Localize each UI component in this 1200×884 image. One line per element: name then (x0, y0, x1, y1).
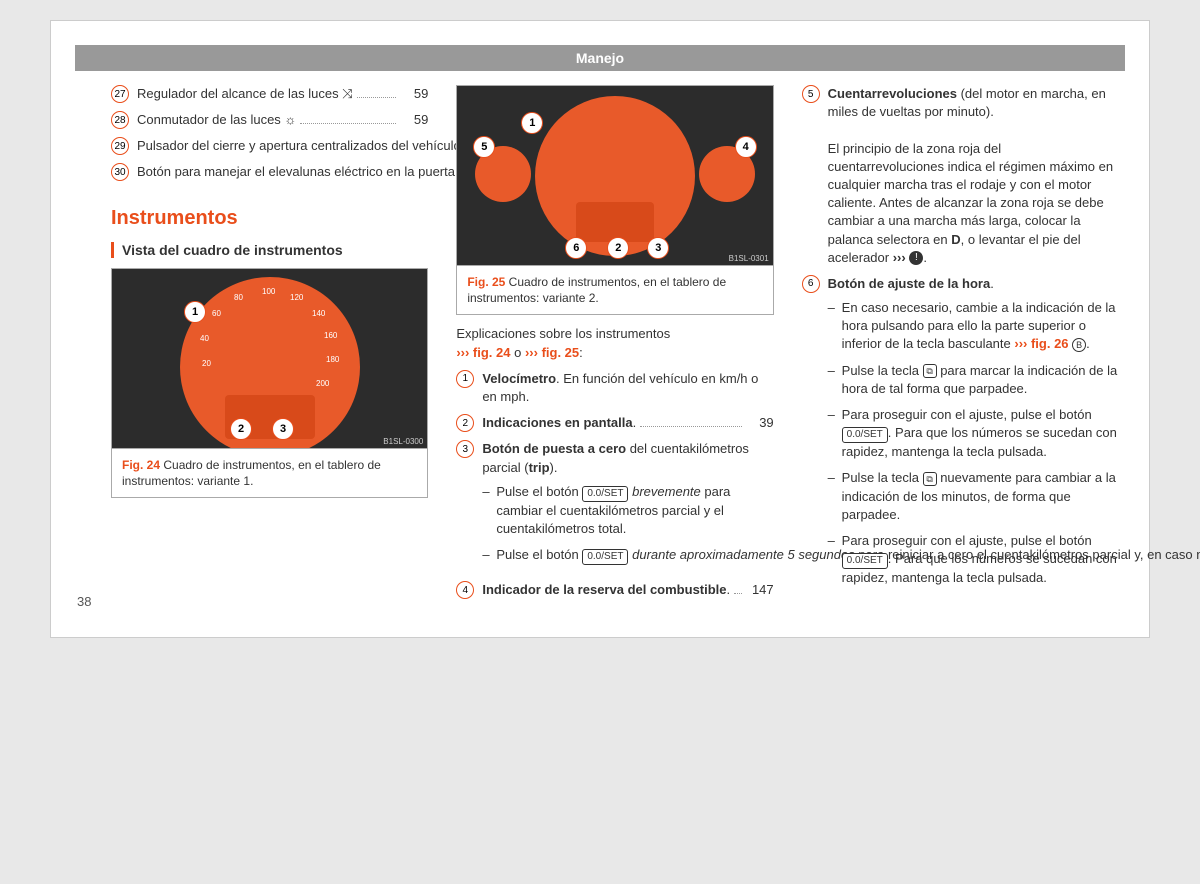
list-item: 1 Velocímetro. En función del vehículo en… (456, 370, 773, 406)
item-body: Cuentarrevoluciones (del motor en marcha… (828, 85, 1119, 267)
display-panel (576, 202, 654, 242)
item-body: Velocímetro. En función del vehículo en … (482, 370, 773, 406)
callout-2: 2 (607, 237, 629, 259)
sub-item: Pulse el botón 0.0/SET brevemente para c… (482, 483, 773, 538)
image-code: B1SL-0300 (383, 437, 423, 446)
callout-1: 1 (521, 112, 543, 134)
callout-2: 2 (230, 418, 252, 440)
item-num: 3 (456, 440, 474, 458)
column-1: 27 Regulador del alcance de las luces ⤨ … (111, 85, 428, 607)
list-item: 2 Indicaciones en pantalla.39 (456, 414, 773, 432)
figure-25: 1 2 3 4 5 6 B1SL-0301 Fig. 25 Cuadro de … (456, 85, 773, 315)
section-title: Instrumentos (111, 207, 428, 230)
list-item: 5 Cuentarrevoluciones (del motor en march… (802, 85, 1119, 267)
item-num: 4 (456, 581, 474, 599)
toc-item: 27 Regulador del alcance de las luces ⤨ … (111, 85, 428, 103)
item-num: 1 (456, 370, 474, 388)
sub-list: Pulse el botón 0.0/SET brevemente para c… (482, 483, 773, 565)
sub-list: En caso necesario, cambie a la indicació… (828, 299, 1119, 587)
column-2: 1 2 3 4 5 6 B1SL-0301 Fig. 25 Cuadro de … (456, 85, 773, 607)
page-number: 38 (77, 594, 91, 609)
figure-24: 1 2 3 20 40 60 80 100 120 140 160 180 20… (111, 268, 428, 498)
speedometer-gauge (535, 96, 695, 256)
callout-1: 1 (184, 301, 206, 323)
list-item: 4 Indicador de la reserva del combustible… (456, 581, 773, 599)
sub-item: Pulse la tecla ⧉ nuevamente para cambiar… (828, 469, 1119, 524)
toc-text: Pulsador del cierre y apertura centraliz… (137, 137, 428, 155)
sub-item: Para proseguir con el ajuste, pulse el b… (828, 406, 1119, 461)
toc-num: 30 (111, 163, 129, 181)
item-body: Botón de ajuste de la hora.En caso neces… (828, 275, 1119, 595)
page: Manejo 27 Regulador del alcance de las l… (50, 20, 1150, 638)
callout-3: 3 (647, 237, 669, 259)
sub-heading: Vista del cuadro de instrumentos (111, 242, 428, 258)
toc-item: 29 Pulsador del cierre y apertura centra… (111, 137, 428, 155)
toc-text: Conmutador de las luces ☼ 59 (137, 111, 428, 129)
list-item: 3 Botón de puesta a cero del cuentakilóme… (456, 440, 773, 573)
image-code: B1SL-0301 (729, 254, 769, 263)
sub-item: Pulse la tecla ⧉ para marcar la indicaci… (828, 362, 1119, 398)
item-num: 6 (802, 275, 820, 293)
numbered-list-col2: 1 Velocímetro. En función del vehículo en… (456, 370, 773, 600)
toc-text: Botón para manejar el elevalunas eléctri… (137, 163, 428, 181)
page-header: Manejo (75, 45, 1125, 71)
sub-item: Para proseguir con el ajuste, pulse el b… (828, 532, 1119, 587)
item-num: 5 (802, 85, 820, 103)
toc-num: 27 (111, 85, 129, 103)
callout-4: 4 (735, 136, 757, 158)
intro-text: Explicaciones sobre los instrumentos ›››… (456, 325, 773, 361)
sub-item: En caso necesario, cambie a la indicació… (828, 299, 1119, 354)
toc-list: 27 Regulador del alcance de las luces ⤨ … (111, 85, 428, 181)
numbered-list-col3: 5 Cuentarrevoluciones (del motor en march… (802, 85, 1119, 595)
figure-25-caption: Fig. 25 Cuadro de instrumentos, en el ta… (457, 266, 772, 314)
toc-num: 29 (111, 137, 129, 155)
figure-24-image: 1 2 3 20 40 60 80 100 120 140 160 180 20… (112, 269, 427, 449)
item-num: 2 (456, 414, 474, 432)
figure-25-image: 1 2 3 4 5 6 B1SL-0301 (457, 86, 772, 266)
item-body: Indicador de la reserva del combustible.… (482, 581, 773, 599)
toc-item: 28 Conmutador de las luces ☼ 59 (111, 111, 428, 129)
list-item: 6 Botón de ajuste de la hora.En caso nece… (802, 275, 1119, 595)
sub-item: Pulse el botón 0.0/SET durante aproximad… (482, 546, 773, 565)
toc-item: 30 Botón para manejar el elevalunas eléc… (111, 163, 428, 181)
columns: 27 Regulador del alcance de las luces ⤨ … (51, 71, 1149, 637)
item-body: Indicaciones en pantalla.39 (482, 414, 773, 432)
callout-6: 6 (565, 237, 587, 259)
callout-3: 3 (272, 418, 294, 440)
toc-num: 28 (111, 111, 129, 129)
toc-text: Regulador del alcance de las luces ⤨ 59 (137, 85, 428, 103)
item-body: Botón de puesta a cero del cuentakilómet… (482, 440, 773, 573)
column-3: 5 Cuentarrevoluciones (del motor en march… (802, 85, 1119, 607)
figure-24-caption: Fig. 24 Cuadro de instrumentos, en el ta… (112, 449, 427, 497)
